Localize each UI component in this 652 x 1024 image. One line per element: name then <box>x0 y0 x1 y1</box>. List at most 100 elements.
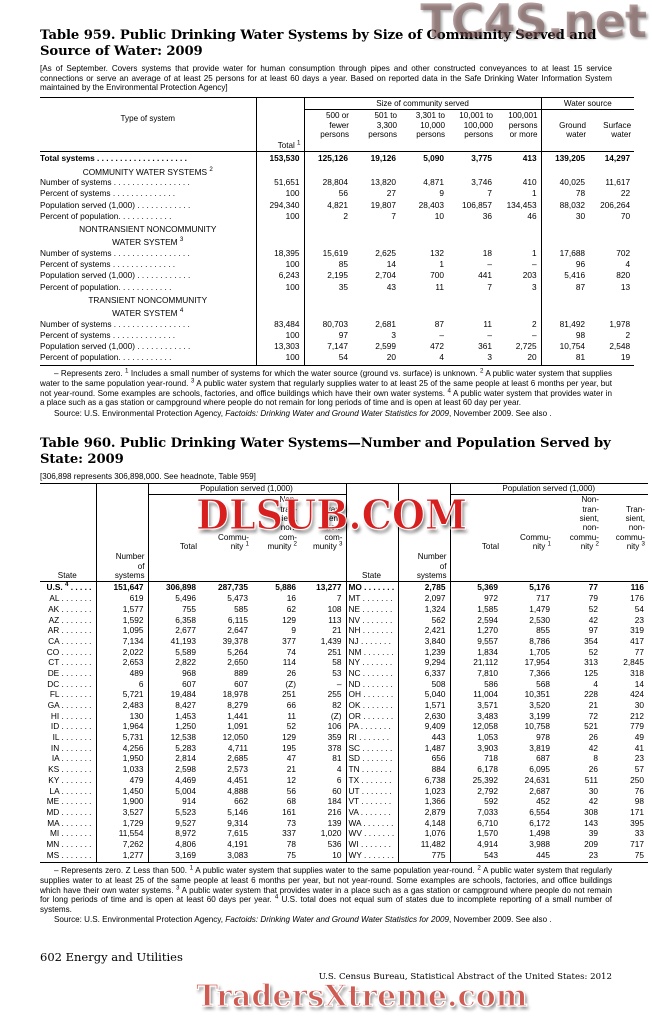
cell: 9 <box>439 188 444 199</box>
cell: 702 <box>616 247 631 258</box>
table-row: CO . . . . . . . 2,022 5,589 5,264 74 251 NM .… <box>40 646 648 657</box>
cell: 914 <box>147 795 200 807</box>
cell: 3,988 <box>529 838 550 849</box>
cell: 6,115 <box>227 614 248 625</box>
row-label-state: KS . . . . . . . <box>48 764 92 775</box>
cell: 10 <box>332 849 342 860</box>
cell: 1,023 <box>397 785 450 796</box>
table-row: DE . . . . . . . 489 968 889 26 53 NC . . . . … <box>40 667 648 679</box>
cell: 17,954 <box>524 657 550 668</box>
cell: 4,806 <box>147 838 200 850</box>
row-label: Percent of systems . . . . . . . . . . .… <box>40 329 176 340</box>
table-960-headnote: [306,898 represents 306,898,000. See hea… <box>40 471 256 481</box>
col-head-state-left: State <box>57 570 77 580</box>
cell: 77 <box>588 582 598 593</box>
row-label-state: IL . . . . . . . <box>52 732 92 743</box>
col-head-total-left: Total <box>147 494 200 553</box>
table-959-title: Table 959. Public Drinking Water Systems… <box>40 28 597 59</box>
cell: 80,703 <box>303 318 352 330</box>
row-label-state: IA . . . . . . . <box>51 753 92 764</box>
cell: 21,112 <box>449 656 502 668</box>
table-959-source: Source: U.S. Environmental Protection Ag… <box>54 408 552 418</box>
cell: 2,822 <box>147 656 200 668</box>
cell: 607 <box>147 678 200 689</box>
cell: 1 <box>439 259 444 270</box>
cell: 56 <box>303 187 352 200</box>
cell: 1,705 <box>529 646 550 657</box>
row-label: Number of systems . . . . . . . . . . . … <box>40 177 190 188</box>
row-label-state: ME . . . . . . . <box>46 796 92 807</box>
cell: 23 <box>634 614 644 625</box>
cell: 479 <box>95 774 148 786</box>
cell: 3,903 <box>449 742 502 754</box>
cell: 1,324 <box>397 603 450 615</box>
cell: – <box>487 259 492 270</box>
table-row: Percent of population. . . . . . . . . .… <box>40 280 634 293</box>
row-label: Percent of systems . . . . . . . . . . .… <box>40 259 176 270</box>
cell: 7,147 <box>303 340 352 352</box>
cell: 43 <box>386 281 396 292</box>
table-row: Number of systems . . . . . . . . . . . … <box>40 176 634 188</box>
cell: 41 <box>634 742 644 753</box>
cell: 472 <box>430 341 444 352</box>
row-label-state: WA . . . . . . . <box>345 817 398 828</box>
cell: 100 <box>255 258 304 270</box>
col-head-surface-water: Surface water <box>603 120 632 139</box>
table-960-header-groups: Population served (1,000) Population ser… <box>40 483 648 553</box>
cell: 26 <box>588 764 598 775</box>
cell: 1,498 <box>529 828 550 839</box>
cell: 27 <box>386 188 396 199</box>
cell: 132 <box>430 247 444 258</box>
cell: 6 <box>336 774 342 785</box>
table-row: Percent of population. . . . . . . . . .… <box>40 210 634 222</box>
cell: 82 <box>332 700 342 711</box>
cell: 139,205 <box>540 151 590 164</box>
table-960-bottom-rule <box>40 859 648 863</box>
col-head-community-left: Commu-nity 1 <box>217 532 249 551</box>
cell: 100 <box>255 329 304 341</box>
cell: 5,283 <box>147 742 200 754</box>
col-head-3301-10000: 3,301 to 10,000 persons <box>415 111 445 139</box>
cell: 3 <box>531 281 537 292</box>
table-section-heading: TRANSIENT NONCOMMUNITY <box>40 292 634 306</box>
cell: 113 <box>328 614 342 625</box>
table-row: DC . . . . . . . 6 607 607 (Z) – ND . . . . . … <box>40 678 648 689</box>
cell: 4,451 <box>227 774 248 785</box>
cell: 1,577 <box>95 603 148 615</box>
cell: 153,530 <box>255 151 304 164</box>
cell: 5,731 <box>95 731 148 743</box>
cell: 508 <box>397 678 450 689</box>
cell: 287,735 <box>218 582 248 593</box>
cell: 619 <box>95 592 148 604</box>
table-959-headnote: [As of September. Covers systems that pr… <box>40 64 612 93</box>
row-label-state: MS . . . . . . . <box>46 849 92 860</box>
cell: 1,095 <box>95 624 148 636</box>
cell: 79 <box>588 593 598 604</box>
row-label-state: MT . . . . . . . <box>345 592 398 604</box>
cell: 4,469 <box>147 774 200 786</box>
cell: 377 <box>282 635 296 646</box>
cell: 8,279 <box>227 700 248 711</box>
cell: 2,681 <box>375 318 396 329</box>
cell: 52 <box>588 646 598 657</box>
cell: 54 <box>634 603 644 614</box>
table-row: Population served (1,000) . . . . . . . … <box>40 269 634 281</box>
cell: 7,366 <box>529 667 550 678</box>
cell: 359 <box>327 732 342 743</box>
table-row: Percent of population. . . . . . . . . .… <box>40 351 634 363</box>
table-row: GA . . . . . . . 2,483 8,427 8,279 66 82 OK . … <box>40 699 648 711</box>
cell: 5,146 <box>227 806 248 817</box>
cell: 20 <box>386 352 396 363</box>
cell: 87 <box>540 280 590 293</box>
row-label-state: CA . . . . . . . <box>48 635 92 646</box>
row-label-state: NY . . . . . . . <box>345 656 398 668</box>
cell: 42 <box>588 614 598 625</box>
cell: 9,557 <box>449 635 502 647</box>
cell: 9 <box>291 625 296 636</box>
cell: – <box>439 329 444 340</box>
cell: 108 <box>327 603 342 614</box>
cell: 319 <box>630 625 644 636</box>
cell: 5,589 <box>147 646 200 657</box>
row-label-state: DE . . . . . . . <box>47 667 92 678</box>
page-footer: 602 Energy and Utilities U.S. Census Bur… <box>40 950 612 982</box>
